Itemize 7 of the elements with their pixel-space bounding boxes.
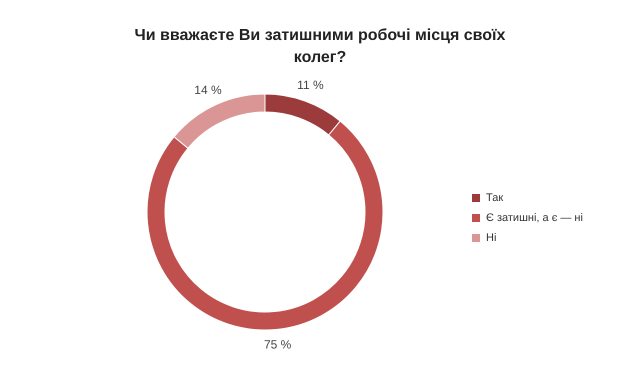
legend-label: Так xyxy=(486,192,504,204)
data-label: 75 % xyxy=(264,338,292,352)
data-label: 14 % xyxy=(194,82,222,97)
data-label: 11 % xyxy=(297,78,324,92)
legend-label: Ні xyxy=(486,232,496,244)
chart-title: Чи вважаєте Ви затишними робочі місця своїх колег? xyxy=(134,27,506,66)
legend-label: Є затишні, а є — ні xyxy=(486,212,583,224)
